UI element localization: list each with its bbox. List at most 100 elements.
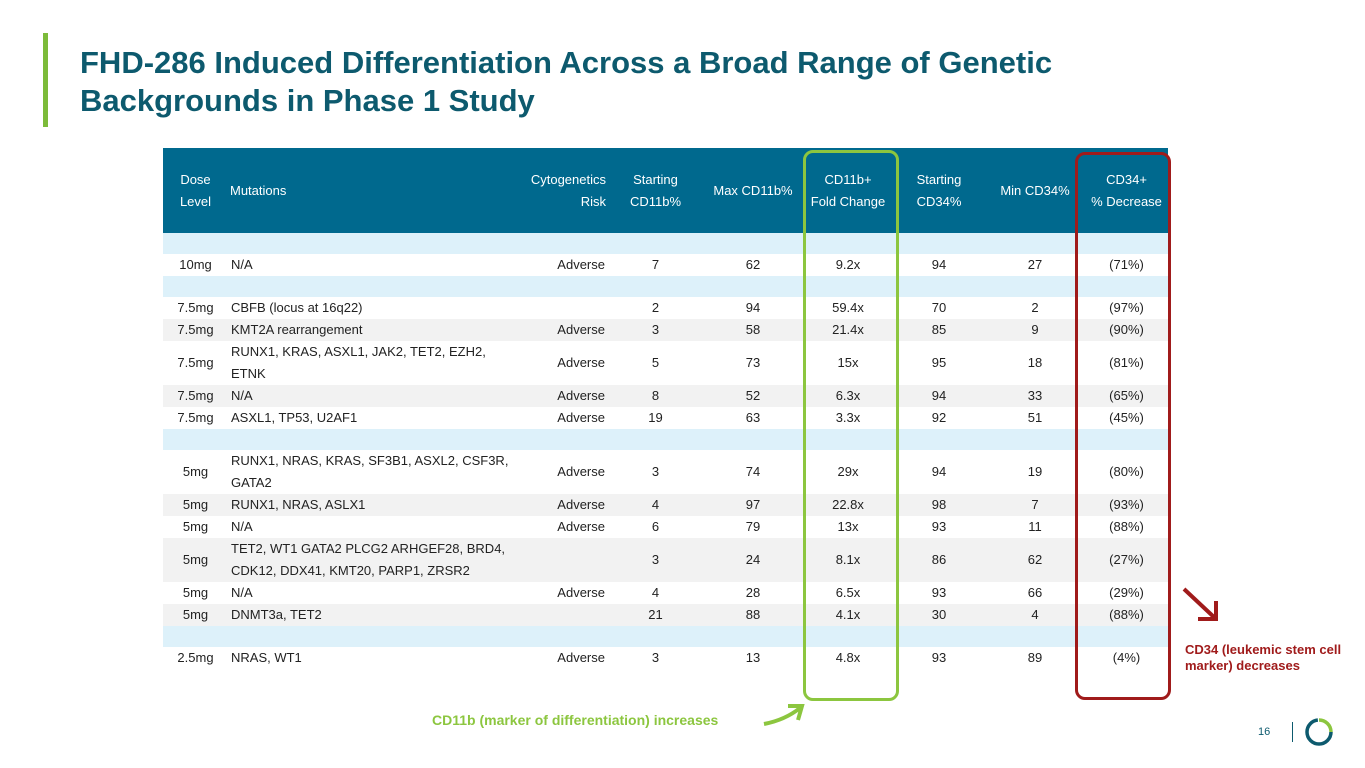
table-cell: 52 xyxy=(703,385,803,407)
cd34-highlight xyxy=(1075,152,1171,700)
table-cell: 58 xyxy=(703,319,803,341)
table-cell: 10mg xyxy=(179,257,212,272)
table-cell: 8 xyxy=(608,385,703,407)
table-cell: 7.5mg xyxy=(177,410,214,425)
table-cell: 5mg xyxy=(182,464,209,479)
table-cell: 2.5mg xyxy=(177,650,214,665)
table-cell: 89 xyxy=(1027,650,1043,665)
table-cell: (97%) xyxy=(1109,300,1144,315)
table-cell: Adverse xyxy=(557,585,605,600)
table-cell: (90%) xyxy=(1085,319,1168,341)
table-cell: (27%) xyxy=(1085,538,1168,582)
table-cell: 62 xyxy=(745,257,761,272)
table-cell: ASXL1, TP53, U2AF1 xyxy=(231,410,358,425)
spacer-cell xyxy=(163,626,1168,647)
table-cell: RUNX1, KRAS, ASXL1, JAK2, TET2, EZH2, ET… xyxy=(231,344,486,381)
table-cell: 5mg xyxy=(163,604,228,626)
table-cell: TET2, WT1 GATA2 PLCG2 ARHGEF28, BRD4, CD… xyxy=(228,538,515,582)
spacer-cell xyxy=(163,429,1168,450)
table-cell: 92 xyxy=(931,410,947,425)
accent-bar xyxy=(43,33,48,127)
table-cell: 8.1x xyxy=(803,538,893,582)
table-cell xyxy=(515,538,608,582)
table-cell: 7.5mg xyxy=(177,355,214,370)
table-cell: (45%) xyxy=(1109,410,1144,425)
table-cell: 21.4x xyxy=(803,319,893,341)
table-cell: 6 xyxy=(651,519,660,534)
table-cell: 79 xyxy=(745,519,761,534)
table-cell: 3 xyxy=(651,650,660,665)
table-cell: 3.3x xyxy=(835,410,861,425)
table-row: 7.5mg KMT2A rearrangement Adverse 3 58 21.4x 8… xyxy=(163,319,1168,341)
table-cell: DNMT3a, TET2 xyxy=(228,604,515,626)
page-number: 16 xyxy=(1258,726,1271,738)
table-cell: (65%) xyxy=(1085,385,1168,407)
table-cell: Adverse xyxy=(557,519,605,534)
table-cell: 6.5x xyxy=(835,585,861,600)
logo xyxy=(1305,718,1333,746)
table-cell: 93 xyxy=(931,519,947,534)
table-cell: 88 xyxy=(703,604,803,626)
table-cell: 5mg xyxy=(182,585,209,600)
table-cell: 9.2x xyxy=(835,257,861,272)
table-cell: 11 xyxy=(1028,519,1042,534)
table-cell: 4 xyxy=(985,604,1085,626)
table-cell: (88%) xyxy=(1085,604,1168,626)
table-cell: 33 xyxy=(985,385,1085,407)
table-cell: 30 xyxy=(893,604,985,626)
table-cell: 63 xyxy=(745,410,761,425)
table-cell: 7 xyxy=(651,257,660,272)
table-cell: 13x xyxy=(837,519,859,534)
table-cell: 7.5mg xyxy=(163,319,228,341)
table-cell: 95 xyxy=(931,355,947,370)
divider xyxy=(1292,722,1293,742)
table-cell: 98 xyxy=(893,494,985,516)
table-cell: 19 xyxy=(1027,464,1043,479)
table-cell: 93 xyxy=(931,650,947,665)
table-cell: 93 xyxy=(931,585,947,600)
table-cell: 9 xyxy=(985,319,1085,341)
table-cell: 6.3x xyxy=(803,385,893,407)
table-cell: 22.8x xyxy=(803,494,893,516)
table-cell: RUNX1, NRAS, KRAS, SF3B1, ASXL2, CSF3R, … xyxy=(231,453,509,490)
table-cell xyxy=(515,297,608,319)
table-cell: 24 xyxy=(703,538,803,582)
table-cell: 13 xyxy=(745,650,761,665)
table-row: 5mg N/A Adverse 6 79 13x 93 11 (88%) xyxy=(163,516,1168,538)
table-cell: 66 xyxy=(1027,585,1043,600)
table-cell: 94 xyxy=(931,257,947,272)
table-cell: 59.4x xyxy=(832,300,864,315)
table-cell: 51 xyxy=(1027,410,1043,425)
table-row: 5mg TET2, WT1 GATA2 PLCG2 ARHGEF28, BRD4,… xyxy=(163,538,1168,582)
table-cell: (4%) xyxy=(1112,650,1141,665)
table-cell: 73 xyxy=(745,355,761,370)
data-table: Dose Level Mutations Cytogenetics Risk Star… xyxy=(163,148,1168,669)
table-cell: 74 xyxy=(745,464,761,479)
table-row: 5mg RUNX1, NRAS, KRAS, SF3B1, ASXL2, CSF3… xyxy=(163,450,1168,494)
table-cell: Adverse xyxy=(557,355,605,370)
table-cell: (29%) xyxy=(1109,585,1144,600)
table-cell: N/A xyxy=(231,519,253,534)
title: FHD-286 Induced Differentiation Across a… xyxy=(80,45,1053,118)
table-cell: 62 xyxy=(985,538,1085,582)
table-cell: 94 xyxy=(893,385,985,407)
column-header: Cytogenetics Risk xyxy=(515,148,608,233)
table-row: 7.5mg CBFB (locus at 16q22) 2 94 59.4x 70 2 (97… xyxy=(163,297,1168,319)
table-cell: 4 xyxy=(651,585,660,600)
table-cell: 4 xyxy=(608,494,703,516)
table-cell: 2 xyxy=(1031,300,1039,315)
column-header: CD11b+ Fold Change xyxy=(803,148,893,233)
table-cell: 4.1x xyxy=(803,604,893,626)
column-header: Max CD11b% xyxy=(703,148,803,233)
table-cell: Adverse xyxy=(557,410,605,425)
table-cell: 3 xyxy=(608,319,703,341)
spacer-row xyxy=(163,233,1168,254)
spacer-row xyxy=(163,276,1168,297)
table-cell: Adverse xyxy=(515,385,608,407)
table-cell: NRAS, WT1 xyxy=(231,650,302,665)
table-cell: 28 xyxy=(745,585,761,600)
table-cell: 97 xyxy=(703,494,803,516)
table-row: 7.5mg RUNX1, KRAS, ASXL1, JAK2, TET2, EZH… xyxy=(163,341,1168,385)
table-cell: Adverse xyxy=(557,464,605,479)
